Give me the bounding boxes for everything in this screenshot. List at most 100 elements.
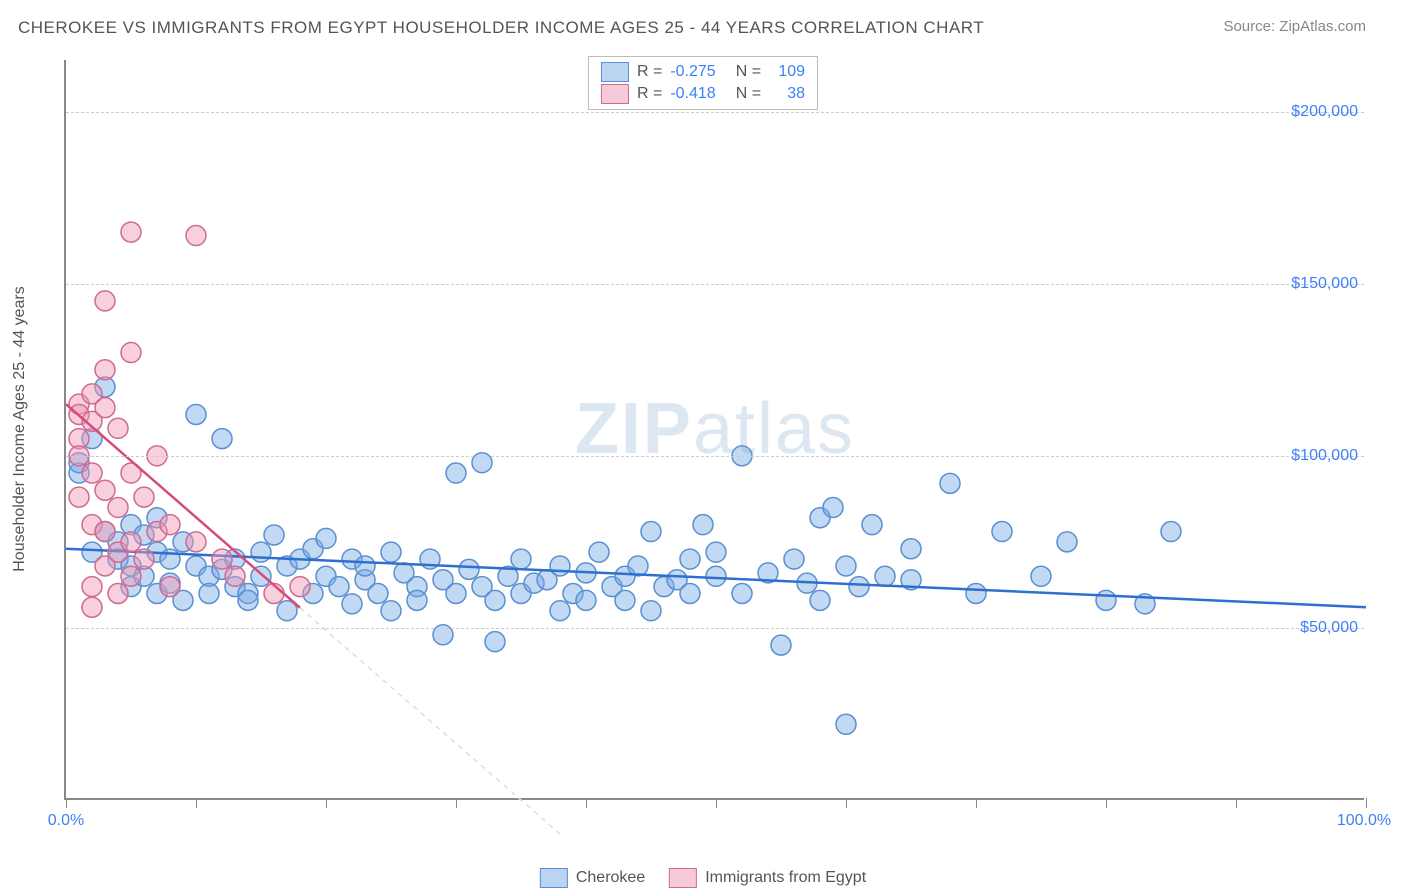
data-point <box>82 577 102 597</box>
data-point <box>95 480 115 500</box>
r-label: R = <box>637 85 662 103</box>
x-tick <box>196 798 197 808</box>
scatter-layer <box>66 60 1364 798</box>
data-point <box>212 549 232 569</box>
data-point <box>641 601 661 621</box>
data-point <box>836 556 856 576</box>
data-point <box>121 532 141 552</box>
data-point <box>329 577 349 597</box>
data-point <box>784 549 804 569</box>
data-point <box>186 226 206 246</box>
n-value-egypt: 38 <box>769 85 805 103</box>
data-point <box>381 601 401 621</box>
data-point <box>966 583 986 603</box>
data-point <box>381 542 401 562</box>
plot-area: Householder Income Ages 25 - 44 years ZI… <box>64 60 1364 800</box>
data-point <box>511 549 531 569</box>
y-tick-label: $100,000 <box>1291 447 1358 465</box>
data-point <box>108 583 128 603</box>
data-point <box>446 463 466 483</box>
legend-row-egypt: R = -0.418 N = 38 <box>601 83 805 105</box>
data-point <box>589 542 609 562</box>
x-tick <box>976 798 977 808</box>
data-point <box>1031 566 1051 586</box>
data-point <box>940 473 960 493</box>
correlation-legend: R = -0.275 N = 109 R = -0.418 N = 38 <box>588 56 818 110</box>
data-point <box>706 542 726 562</box>
data-point <box>342 594 362 614</box>
x-tick-end: 100.0% <box>1337 812 1391 830</box>
data-point <box>875 566 895 586</box>
data-point <box>264 525 284 545</box>
data-point <box>121 343 141 363</box>
x-tick <box>1236 798 1237 808</box>
x-tick <box>326 798 327 808</box>
data-point <box>680 583 700 603</box>
data-point <box>95 360 115 380</box>
data-point <box>95 398 115 418</box>
x-tick <box>1106 798 1107 808</box>
data-point <box>680 549 700 569</box>
data-point <box>186 405 206 425</box>
legend-label-cherokee: Cherokee <box>576 869 645 887</box>
x-tick <box>586 798 587 808</box>
x-tick <box>456 798 457 808</box>
legend-swatch-icon <box>669 868 697 888</box>
x-tick <box>846 798 847 808</box>
data-point <box>82 597 102 617</box>
legend-item-cherokee: Cherokee <box>540 868 645 888</box>
data-point <box>446 583 466 603</box>
grid-line <box>66 456 1364 457</box>
y-tick-label: $200,000 <box>1291 103 1358 121</box>
legend-swatch-cherokee <box>601 62 629 82</box>
data-point <box>1057 532 1077 552</box>
data-point <box>485 590 505 610</box>
legend-label-egypt: Immigrants from Egypt <box>705 869 866 887</box>
data-point <box>238 590 258 610</box>
data-point <box>186 532 206 552</box>
legend-swatch-icon <box>540 868 568 888</box>
data-point <box>641 522 661 542</box>
data-point <box>823 497 843 517</box>
data-point <box>82 463 102 483</box>
data-point <box>615 590 635 610</box>
data-point <box>485 632 505 652</box>
data-point <box>693 515 713 535</box>
r-value-cherokee: -0.275 <box>670 63 715 81</box>
data-point <box>199 583 219 603</box>
grid-line <box>66 628 1364 629</box>
data-point <box>108 497 128 517</box>
legend-swatch-egypt <box>601 84 629 104</box>
y-tick-label: $150,000 <box>1291 275 1358 293</box>
x-tick <box>66 798 67 808</box>
data-point <box>992 522 1012 542</box>
data-point <box>836 714 856 734</box>
x-tick-start: 0.0% <box>48 812 84 830</box>
data-point <box>706 566 726 586</box>
n-label: N = <box>736 85 761 103</box>
data-point <box>1096 590 1116 610</box>
data-point <box>134 549 154 569</box>
y-tick-label: $50,000 <box>1300 619 1358 637</box>
data-point <box>355 556 375 576</box>
data-point <box>459 559 479 579</box>
data-point <box>550 556 570 576</box>
data-point <box>225 566 245 586</box>
r-value-egypt: -0.418 <box>670 85 715 103</box>
source-attribution: Source: ZipAtlas.com <box>1223 18 1366 35</box>
data-point <box>121 566 141 586</box>
data-point <box>134 487 154 507</box>
n-label: N = <box>736 63 761 81</box>
data-point <box>290 577 310 597</box>
data-point <box>810 590 830 610</box>
data-point <box>849 577 869 597</box>
data-point <box>316 528 336 548</box>
r-label: R = <box>637 63 662 81</box>
chart-root: CHEROKEE VS IMMIGRANTS FROM EGYPT HOUSEH… <box>0 0 1406 892</box>
data-point <box>862 515 882 535</box>
data-point <box>69 487 89 507</box>
x-tick <box>1366 798 1367 808</box>
series-legend: Cherokee Immigrants from Egypt <box>540 868 866 888</box>
grid-line <box>66 284 1364 285</box>
data-point <box>95 291 115 311</box>
